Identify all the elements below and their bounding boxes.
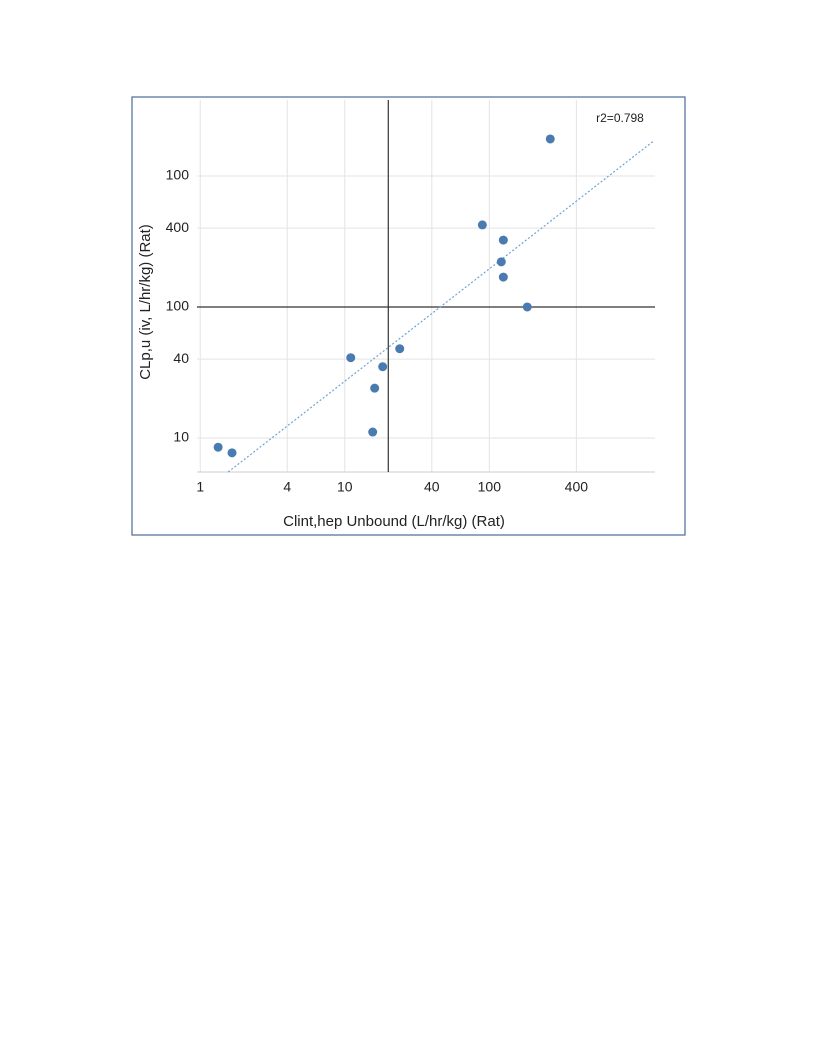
trend-line: [227, 140, 655, 473]
x-tick-label: 1: [196, 479, 204, 495]
data-point: [370, 383, 380, 393]
x-tick-label: 100: [478, 479, 502, 495]
annotation: r2=0.798: [596, 111, 644, 125]
y-tick-label: 40: [173, 350, 189, 366]
data-point: [477, 220, 487, 230]
data-point: [378, 362, 388, 372]
data-point: [213, 442, 223, 452]
chart-frame: [131, 96, 686, 536]
data-point: [395, 344, 405, 354]
y-tick-label: 10: [173, 429, 189, 445]
data-point: [227, 448, 237, 458]
y-tick-label: 400: [166, 219, 190, 235]
x-tick-label: 10: [337, 479, 353, 495]
y-tick-label: 100: [166, 298, 190, 314]
data-point: [346, 353, 356, 363]
y-tick-label: 100: [166, 167, 190, 183]
data-point: [498, 235, 508, 245]
x-axis-label: Clint,hep Unbound (L/hr/kg) (Rat): [283, 513, 505, 530]
data-point: [498, 272, 508, 282]
data-point: [368, 427, 378, 437]
y-axis-label: CLp,u (iv, L/hr/kg) (Rat): [137, 224, 154, 380]
x-tick-label: 4: [283, 479, 291, 495]
data-point: [496, 257, 506, 267]
x-tick-label: 40: [424, 479, 440, 495]
x-tick-label: 400: [565, 479, 589, 495]
data-point: [545, 134, 555, 144]
data-point: [522, 302, 532, 312]
